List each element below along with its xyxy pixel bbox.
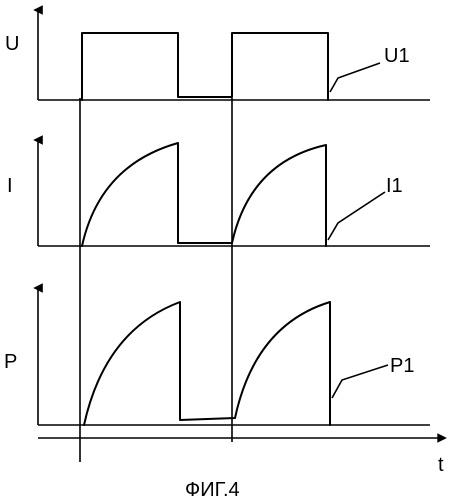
power-axis-label: P — [4, 351, 17, 373]
current-waveform — [82, 143, 326, 246]
current-plot: I I1 — [7, 140, 430, 246]
voltage-leader-line — [330, 63, 380, 92]
power-waveform — [84, 302, 330, 425]
voltage-plot: U U1 — [5, 10, 430, 100]
current-curve-label: I1 — [386, 175, 403, 197]
voltage-waveform — [82, 33, 328, 100]
figure-caption: ФИГ.4 — [185, 479, 240, 500]
power-curve-label: P1 — [390, 355, 414, 377]
voltage-axis-label: U — [5, 33, 19, 55]
power-leader-line — [332, 365, 388, 398]
power-plot: P P1 — [4, 288, 430, 425]
time-axis-label: t — [438, 454, 444, 476]
current-leader-line — [328, 192, 385, 240]
current-axis-label: I — [7, 175, 13, 197]
voltage-curve-label: U1 — [384, 45, 410, 67]
